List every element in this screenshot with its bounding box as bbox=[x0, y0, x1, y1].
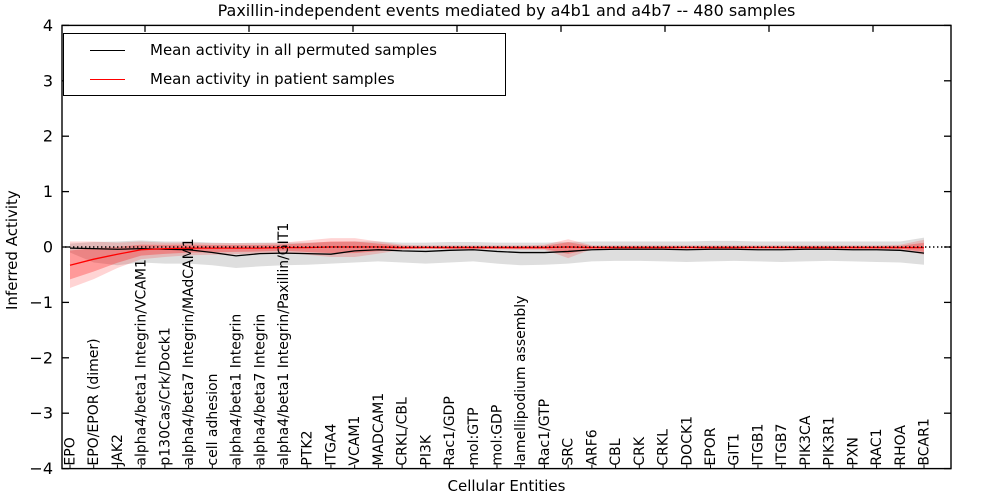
y-axis-title: Inferred Activity bbox=[3, 190, 21, 310]
x-tick-label: alpha4/beta1 Integrin/Paxillin/GIT1 bbox=[276, 223, 292, 466]
x-axis-title: Cellular Entities bbox=[447, 477, 566, 495]
y-tick-label: 1 bbox=[43, 182, 53, 201]
x-tick-label: ITGB7 bbox=[774, 424, 790, 466]
x-tick-label: CBL bbox=[608, 438, 624, 465]
legend-label-permuted: Mean activity in all permuted samples bbox=[150, 41, 437, 59]
legend-line-red bbox=[90, 78, 125, 80]
y-tick-label: 0 bbox=[43, 238, 53, 257]
legend-label-patient: Mean activity in patient samples bbox=[150, 70, 395, 88]
x-tick-label: JAK2 bbox=[110, 434, 126, 467]
x-tick-label: GIT1 bbox=[727, 433, 743, 465]
x-tick-label: p130Cas/Crk/Dock1 bbox=[157, 327, 173, 465]
y-tick-label: −2 bbox=[29, 348, 53, 367]
x-tick-label: PI3K bbox=[418, 434, 434, 465]
x-tick-label: CRKL/CBL bbox=[395, 397, 411, 466]
x-tick-label: CRK bbox=[632, 436, 648, 466]
x-tick-label: MADCAM1 bbox=[371, 393, 387, 466]
x-tick-label: DOCK1 bbox=[679, 416, 695, 466]
x-tick-label: alpha4/beta1 Integrin/VCAM1 bbox=[134, 259, 150, 466]
x-tick-label: PIK3CA bbox=[798, 415, 814, 465]
x-tick-label: CRKL bbox=[656, 429, 672, 466]
y-tick-label: 4 bbox=[43, 16, 53, 35]
x-tick-label: ARF6 bbox=[584, 429, 600, 465]
x-tick-label: ITGA4 bbox=[323, 423, 339, 465]
x-tick-label: lamellipodium assembly bbox=[513, 296, 529, 466]
y-tick-label: 3 bbox=[43, 71, 53, 90]
x-tick-label: Rac1/GDP bbox=[442, 396, 458, 465]
x-tick-label: PTK2 bbox=[300, 431, 316, 466]
x-tick-label: Rac1/GTP bbox=[537, 399, 553, 466]
x-tick-label: PXN bbox=[845, 437, 861, 466]
x-tick-label: RAC1 bbox=[869, 428, 885, 465]
x-tick-label: BCAR1 bbox=[917, 418, 933, 465]
x-tick-label: alpha4/beta1 Integrin bbox=[229, 314, 245, 466]
x-tick-label: mol:GDP bbox=[490, 405, 506, 466]
legend: Mean activity in all permuted samples Me… bbox=[63, 33, 506, 96]
permuted-confidence-band bbox=[70, 237, 924, 269]
x-tick-label: EPO bbox=[63, 437, 79, 465]
x-tick-label: mol:GTP bbox=[466, 407, 482, 465]
y-tick-label: −3 bbox=[29, 404, 53, 423]
y-tick-label: −4 bbox=[29, 459, 53, 478]
x-tick-label: SRC bbox=[561, 438, 577, 466]
x-tick-label: VCAM1 bbox=[347, 416, 363, 466]
x-tick-label: alpha4/beta7 Integrin bbox=[252, 314, 268, 466]
x-tick-label: RHOA bbox=[893, 425, 909, 466]
legend-item-patient: Mean activity in patient samples bbox=[64, 69, 505, 89]
permuted-mean-line bbox=[69, 247, 925, 257]
x-tick-label: cell adhesion bbox=[205, 373, 221, 465]
y-tick-label: −1 bbox=[29, 293, 53, 312]
x-tick-label: PIK3R1 bbox=[822, 416, 838, 465]
legend-item-permuted: Mean activity in all permuted samples bbox=[64, 40, 505, 60]
x-tick-label: EPOR bbox=[703, 427, 719, 465]
x-tick-label: EPO/EPOR (dimer) bbox=[86, 338, 102, 465]
patient-confidence-band-inner bbox=[70, 241, 924, 280]
legend-line-black bbox=[90, 49, 125, 51]
chart-title: Paxillin-independent events mediated by … bbox=[217, 1, 796, 20]
y-tick-label: 2 bbox=[43, 127, 53, 146]
x-tick-label: alpha4/beta7 Integrin/MAdCAM1 bbox=[181, 238, 197, 465]
x-tick-label: ITGB1 bbox=[750, 424, 766, 466]
patient-confidence-band-outer bbox=[70, 238, 924, 288]
